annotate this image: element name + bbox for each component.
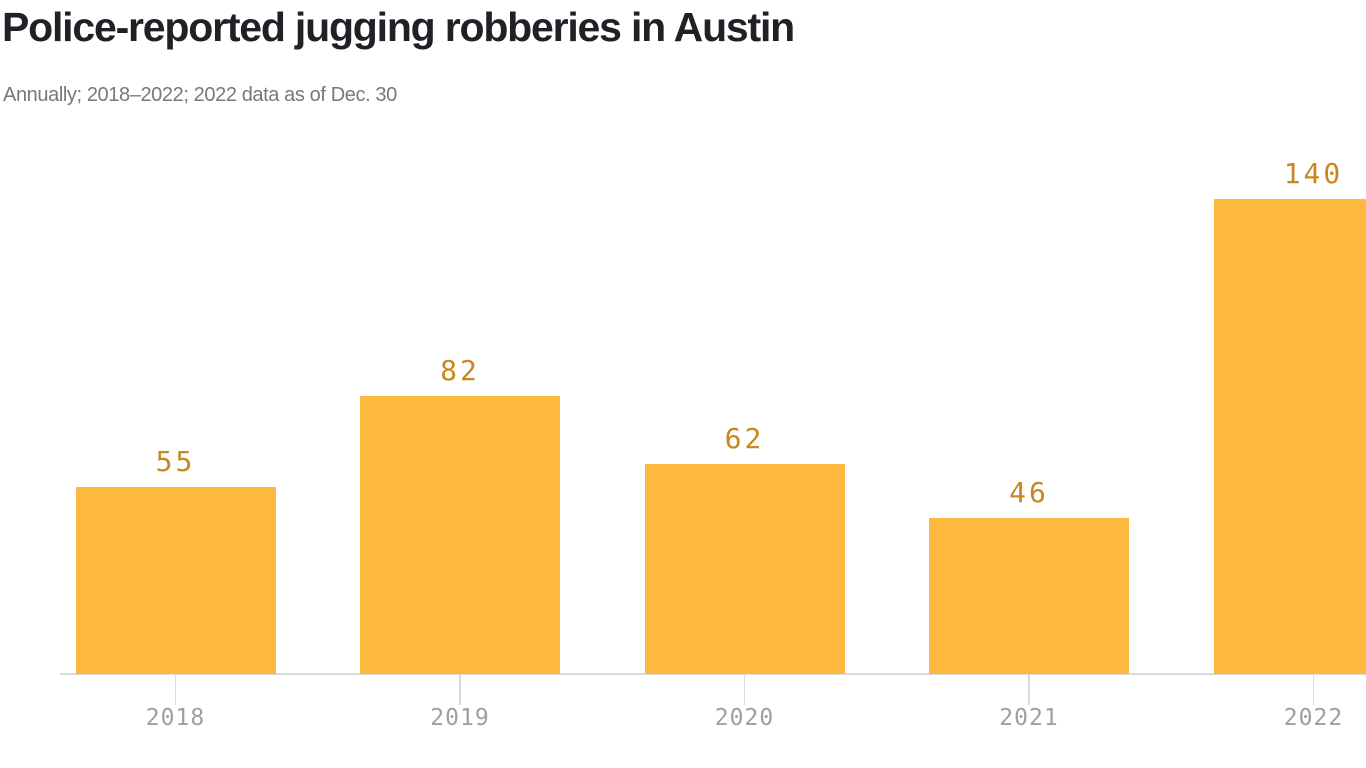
x-tick (743, 675, 746, 705)
bar (644, 463, 845, 674)
chart-title: Police-reported jugging robberies in Aus… (2, 4, 795, 50)
bar (360, 395, 560, 674)
x-axis-label: 2021 (999, 705, 1059, 731)
bar (929, 517, 1129, 674)
bar-value-label: 62 (724, 421, 765, 455)
x-axis-label: 2022 (1283, 705, 1344, 731)
x-axis-line (60, 673, 1366, 675)
chart-subtitle: Annually; 2018–2022; 2022 data as of Dec… (3, 84, 397, 106)
x-axis-label: 2018 (145, 705, 206, 731)
x-tick (1312, 675, 1315, 705)
x-tick (459, 675, 461, 705)
bar (1213, 199, 1366, 674)
bar-value-label: 46 (1009, 475, 1049, 509)
x-tick (174, 675, 177, 705)
x-axis-label: 2020 (714, 705, 775, 731)
bar (75, 487, 276, 674)
bar-value-label: 82 (440, 353, 480, 387)
x-axis-label: 2019 (430, 705, 490, 731)
bar-value-label: 55 (155, 445, 196, 479)
x-tick (1028, 675, 1030, 705)
bar-value-label: 140 (1283, 157, 1344, 190)
